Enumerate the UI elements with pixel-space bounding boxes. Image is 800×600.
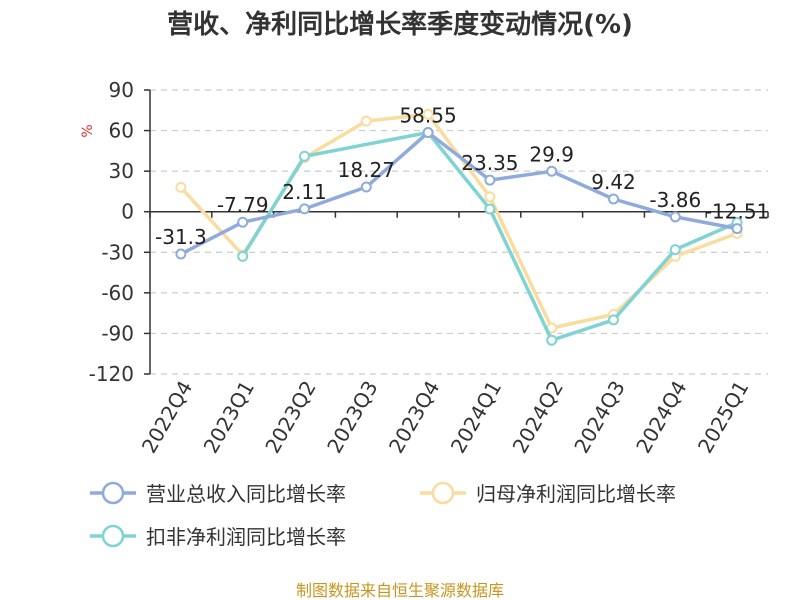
y-tick-label: -90 — [101, 321, 134, 345]
legend-label: 扣非净利润同比增长率 — [146, 525, 346, 549]
data-label: 2.11 — [282, 180, 327, 204]
source-footer: 制图数据来自恒生聚源数据库 — [296, 581, 504, 600]
y-tick-label: 90 — [109, 78, 134, 102]
data-point — [671, 212, 680, 221]
x-tick-label: 2023Q2 — [260, 377, 320, 458]
data-point — [300, 152, 309, 161]
data-point — [300, 204, 309, 213]
y-tick-label: 60 — [109, 119, 134, 143]
x-tick-label: 2025Q1 — [693, 377, 753, 458]
data-point — [485, 192, 494, 201]
y-tick-label: 0 — [121, 200, 134, 224]
x-tick-label: 2022Q4 — [137, 377, 197, 458]
data-point — [362, 117, 371, 126]
data-point — [176, 183, 185, 192]
x-tick-label: 2023Q3 — [322, 377, 382, 458]
y-axis-label: % — [80, 124, 96, 137]
data-label: -3.86 — [649, 188, 701, 212]
y-tick-label: -30 — [101, 240, 134, 264]
x-tick-label: 2024Q2 — [508, 377, 568, 458]
y-tick-label: 30 — [109, 159, 134, 183]
x-tick-label: 2024Q4 — [631, 377, 691, 458]
data-label: -12.51 — [705, 200, 769, 224]
data-point — [424, 128, 433, 137]
data-point — [485, 205, 494, 214]
data-label: 18.27 — [338, 158, 395, 182]
data-point — [609, 194, 618, 203]
data-point — [238, 252, 247, 261]
data-label: 23.35 — [461, 151, 518, 175]
data-point — [609, 315, 618, 324]
legend-swatch-marker — [103, 483, 123, 503]
x-tick-label: 2023Q1 — [199, 377, 259, 458]
data-label: 29.9 — [529, 142, 574, 166]
data-point — [485, 176, 494, 185]
data-label: -7.79 — [217, 193, 269, 217]
legend-label: 营业总收入同比增长率 — [146, 482, 346, 506]
legend-swatch-marker — [433, 483, 453, 503]
data-point — [671, 245, 680, 254]
data-point — [176, 250, 185, 259]
x-tick-label: 2024Q3 — [569, 377, 629, 458]
data-point — [238, 218, 247, 227]
chart-title: 营收、净利同比增长率季度变动情况(%) — [167, 9, 633, 40]
x-tick-label: 2024Q1 — [446, 377, 506, 458]
data-label: 58.55 — [399, 104, 456, 128]
data-label: 9.42 — [591, 170, 636, 194]
y-tick-label: -60 — [101, 281, 134, 305]
grid-layer — [150, 90, 768, 374]
data-label: -31.3 — [155, 225, 207, 249]
legend-swatch-marker — [103, 526, 123, 546]
legend-label: 归母净利润同比增长率 — [476, 482, 676, 506]
x-tick-label: 2023Q4 — [384, 376, 444, 457]
series-layer — [176, 110, 741, 345]
y-tick-label: -120 — [89, 362, 134, 386]
data-point — [362, 183, 371, 192]
data-point — [733, 224, 742, 233]
data-point — [547, 336, 556, 345]
data-point — [547, 167, 556, 176]
